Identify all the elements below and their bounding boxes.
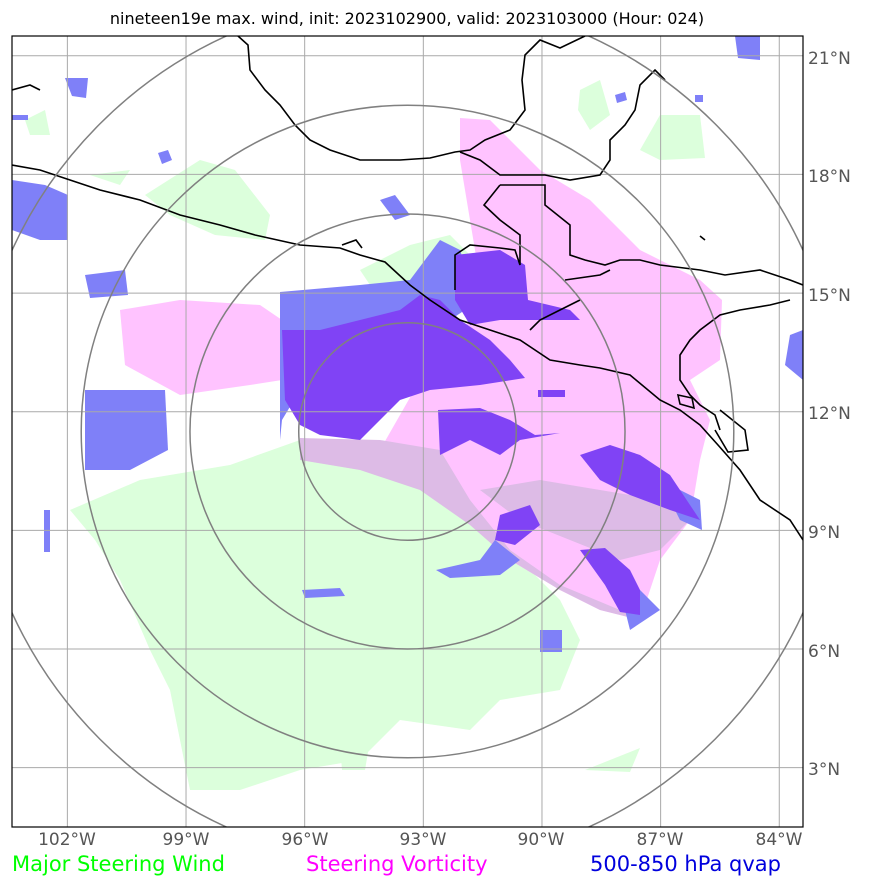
legend-qvap: 500-850 hPa qvap <box>590 852 781 876</box>
graticule <box>12 36 803 827</box>
range-ring <box>189 213 626 650</box>
vorticity-wind-overlap <box>300 438 690 620</box>
lon-label: 87°W <box>637 830 684 850</box>
lon-label: 102°W <box>38 830 96 850</box>
lat-label: 18°N <box>808 167 851 187</box>
legend-steering-wind: Major Steering Wind <box>12 852 225 876</box>
longitude-labels: 102°W 99°W 96°W 93°W 90°W 87°W 84°W <box>38 830 803 850</box>
map-frame <box>11 35 804 828</box>
lat-label: 12°N <box>808 404 851 424</box>
range-rings <box>12 36 803 827</box>
lat-label: 9°N <box>808 523 840 543</box>
lat-label: 21°N <box>808 49 851 69</box>
lon-label: 93°W <box>400 830 447 850</box>
latitude-labels: 21°N 18°N 15°N 12°N 9°N 6°N 3°N <box>808 49 851 780</box>
lon-label: 84°W <box>756 830 803 850</box>
lat-label: 6°N <box>808 642 840 662</box>
range-ring <box>80 104 735 759</box>
lat-label: 15°N <box>808 286 851 306</box>
lat-label: 3°N <box>808 760 840 780</box>
map-title: nineteen19e max. wind, init: 2023102900,… <box>109 9 705 28</box>
legend-steering-vorticity: Steering Vorticity <box>306 852 488 876</box>
lon-label: 90°W <box>518 830 565 850</box>
qvap-vorticity-overlap <box>282 250 700 615</box>
range-ring <box>297 321 518 542</box>
coastlines <box>12 36 803 541</box>
lon-label: 99°W <box>163 830 210 850</box>
lon-label: 96°W <box>282 830 329 850</box>
